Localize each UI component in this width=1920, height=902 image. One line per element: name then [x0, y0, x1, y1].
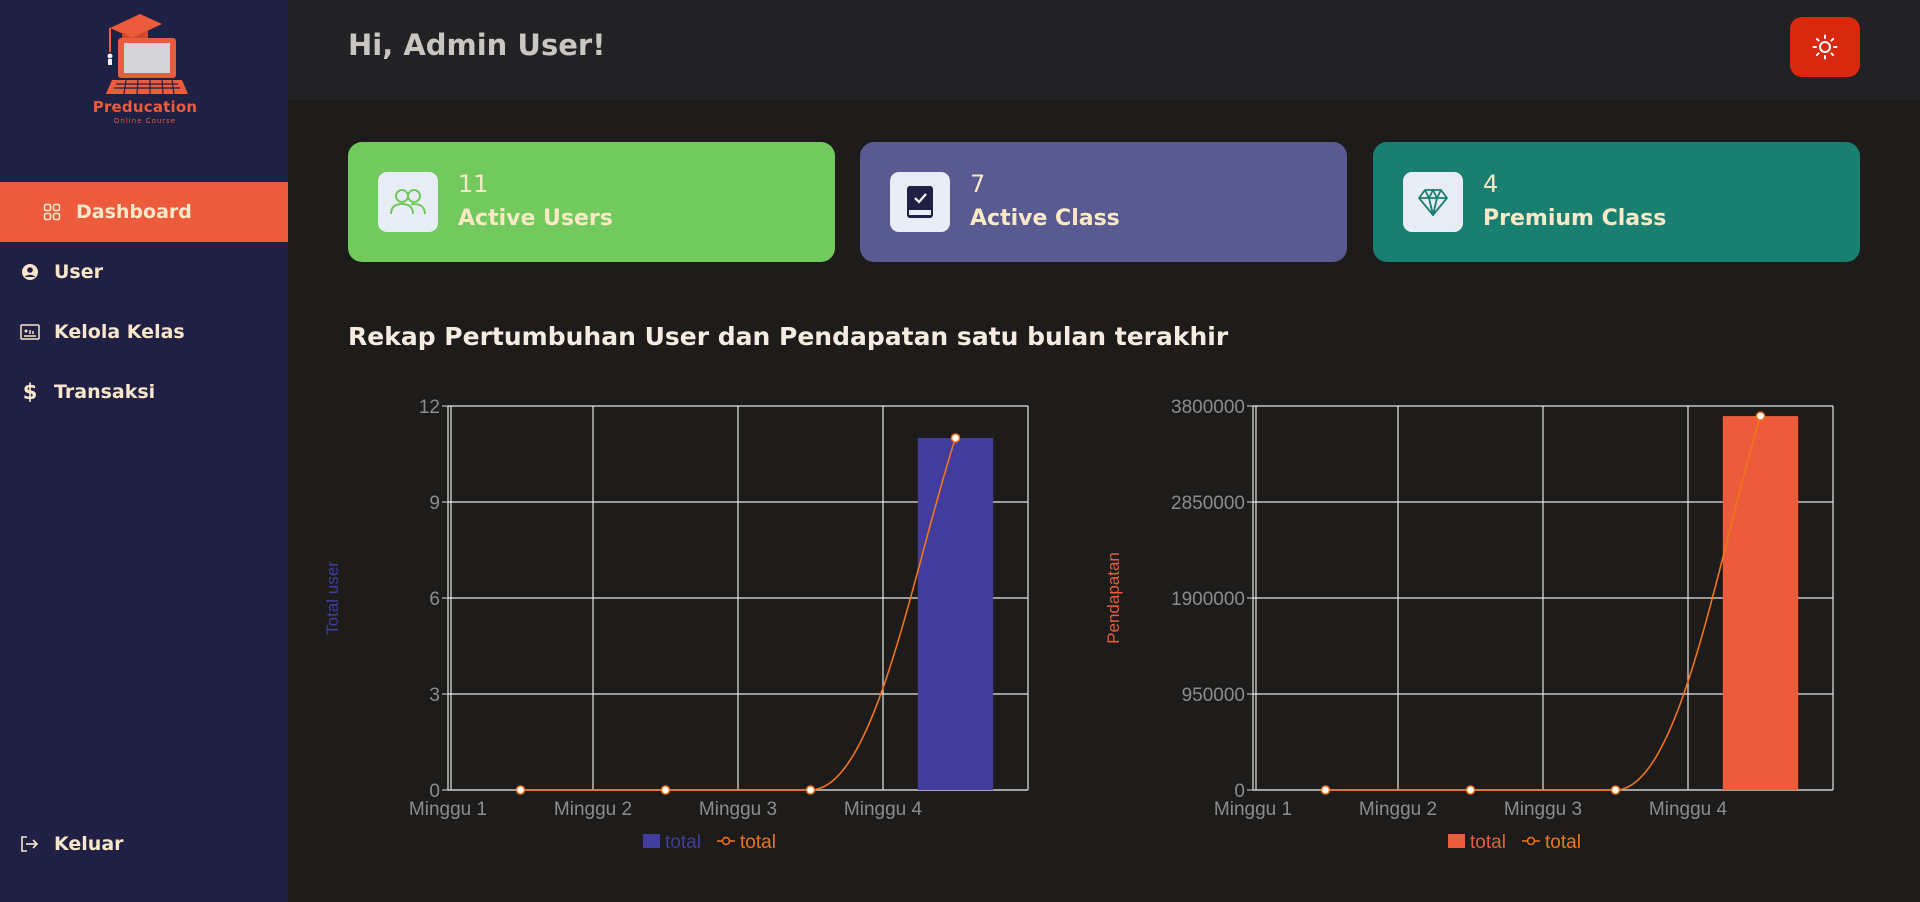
book-check-icon — [890, 172, 950, 232]
sidebar: Preducation Online Course Dashboard User — [0, 0, 288, 902]
laptop-graduation-logo-icon — [106, 14, 188, 95]
sidebar-item-label: Dashboard — [76, 201, 192, 223]
y-tick-label: 9 — [429, 493, 440, 514]
stat-card-active-users: 11 Active Users — [348, 142, 835, 262]
stat-value: 7 — [970, 170, 986, 198]
chart-svg: 0 950000 1900000 2850000 3800000 Minggu 1 Ming… — [1104, 397, 1834, 853]
line-point[interactable] — [1610, 785, 1621, 795]
legend-label[interactable]: total — [1545, 832, 1581, 853]
sidebar-item-user[interactable]: User — [0, 242, 288, 302]
chart-svg: 0 3 6 9 12 Minggu 1 Minggu 2 Minggu 3 Minggu 4 To… — [323, 397, 1029, 853]
chart-user-growth: 0 3 6 9 12 Minggu 1 Minggu 2 Minggu 3 Minggu 4 To… — [310, 385, 1050, 869]
y-axis-label: Pendapatan — [1104, 552, 1123, 644]
greeting-title: Hi, Admin User! — [348, 28, 606, 62]
y-tick-label: 950000 — [1182, 685, 1245, 706]
users-icon — [378, 172, 438, 232]
y-tick-label: 0 — [429, 781, 440, 802]
stat-value: 4 — [1483, 170, 1499, 198]
line-point[interactable] — [950, 433, 961, 443]
y-tick-label: 3800000 — [1171, 397, 1245, 418]
logo-tagline: Online Course — [113, 117, 177, 125]
line-point[interactable] — [805, 785, 816, 795]
stat-value: 11 — [458, 170, 489, 198]
sun-icon — [1812, 34, 1838, 60]
legend-swatch-point — [721, 836, 731, 846]
x-tick-label: Minggu 3 — [1504, 799, 1582, 820]
sidebar-item-transaksi[interactable]: $ Transaksi — [0, 362, 288, 422]
theme-toggle-button[interactable] — [1790, 17, 1860, 77]
line-point[interactable] — [1465, 785, 1476, 795]
stat-card-active-class: 7 Active Class — [860, 142, 1347, 262]
line-point[interactable] — [1320, 785, 1331, 795]
legend-swatch-bar[interactable] — [1448, 834, 1465, 848]
stat-label: Premium Class — [1483, 206, 1667, 231]
sidebar-item-label: Kelola Kelas — [54, 321, 185, 343]
x-tick-label: Minggu 4 — [1649, 799, 1728, 820]
y-tick-label: 2850000 — [1171, 493, 1245, 514]
section-title: Rekap Pertumbuhan User dan Pendapatan sa… — [348, 322, 1229, 351]
y-tick-label: 6 — [429, 589, 440, 610]
logo-name: Preducation — [92, 98, 198, 116]
line-point[interactable] — [515, 785, 526, 795]
diamond-icon — [1403, 172, 1463, 232]
logout-label: Keluar — [54, 833, 124, 855]
x-tick-label: Minggu 1 — [1214, 799, 1292, 820]
sidebar-item-label: Transaksi — [54, 381, 156, 403]
stat-card-premium-class: 4 Premium Class — [1373, 142, 1860, 262]
y-tick-label: 0 — [1234, 781, 1245, 802]
x-tick-label: Minggu 4 — [844, 799, 923, 820]
sidebar-item-dashboard[interactable]: Dashboard — [0, 182, 288, 242]
chart-revenue: 0 950000 1900000 2850000 3800000 Minggu 1 Ming… — [1100, 385, 1900, 869]
logout-button[interactable]: Keluar — [0, 814, 288, 874]
x-tick-label: Minggu 2 — [1359, 799, 1437, 820]
line-point[interactable] — [660, 785, 671, 795]
bar — [917, 438, 994, 790]
legend-label[interactable]: total — [740, 832, 776, 853]
line-point[interactable] — [1755, 411, 1766, 421]
x-tick-label: Minggu 3 — [699, 799, 777, 820]
y-tick-label: 1900000 — [1171, 589, 1245, 610]
series-line — [1325, 415, 1762, 791]
y-tick-label: 3 — [429, 685, 440, 706]
y-axis-label: Total user — [323, 561, 342, 635]
legend-swatch-bar[interactable] — [643, 834, 660, 848]
series-line — [520, 437, 957, 791]
user-circle-icon — [18, 260, 42, 284]
x-tick-label: Minggu 2 — [554, 799, 632, 820]
logo[interactable]: Preducation Online Course — [90, 10, 200, 125]
legend-label[interactable]: total — [1470, 832, 1506, 853]
sidebar-item-kelola-kelas[interactable]: Kelola Kelas — [0, 302, 288, 362]
y-tick-label: 12 — [419, 397, 440, 418]
bar — [1722, 416, 1799, 790]
top-header: Hi, Admin User! — [288, 0, 1920, 100]
x-tick-label: Minggu 1 — [409, 799, 487, 820]
legend-label[interactable]: total — [665, 832, 701, 853]
legend-swatch-point — [1526, 836, 1536, 846]
presentation-icon — [18, 320, 42, 344]
stat-label: Active Class — [970, 206, 1120, 231]
logout-icon — [18, 832, 42, 856]
grid-icon — [40, 200, 64, 224]
dollar-icon: $ — [22, 380, 38, 404]
stat-label: Active Users — [458, 206, 613, 231]
sidebar-item-label: User — [54, 261, 103, 283]
